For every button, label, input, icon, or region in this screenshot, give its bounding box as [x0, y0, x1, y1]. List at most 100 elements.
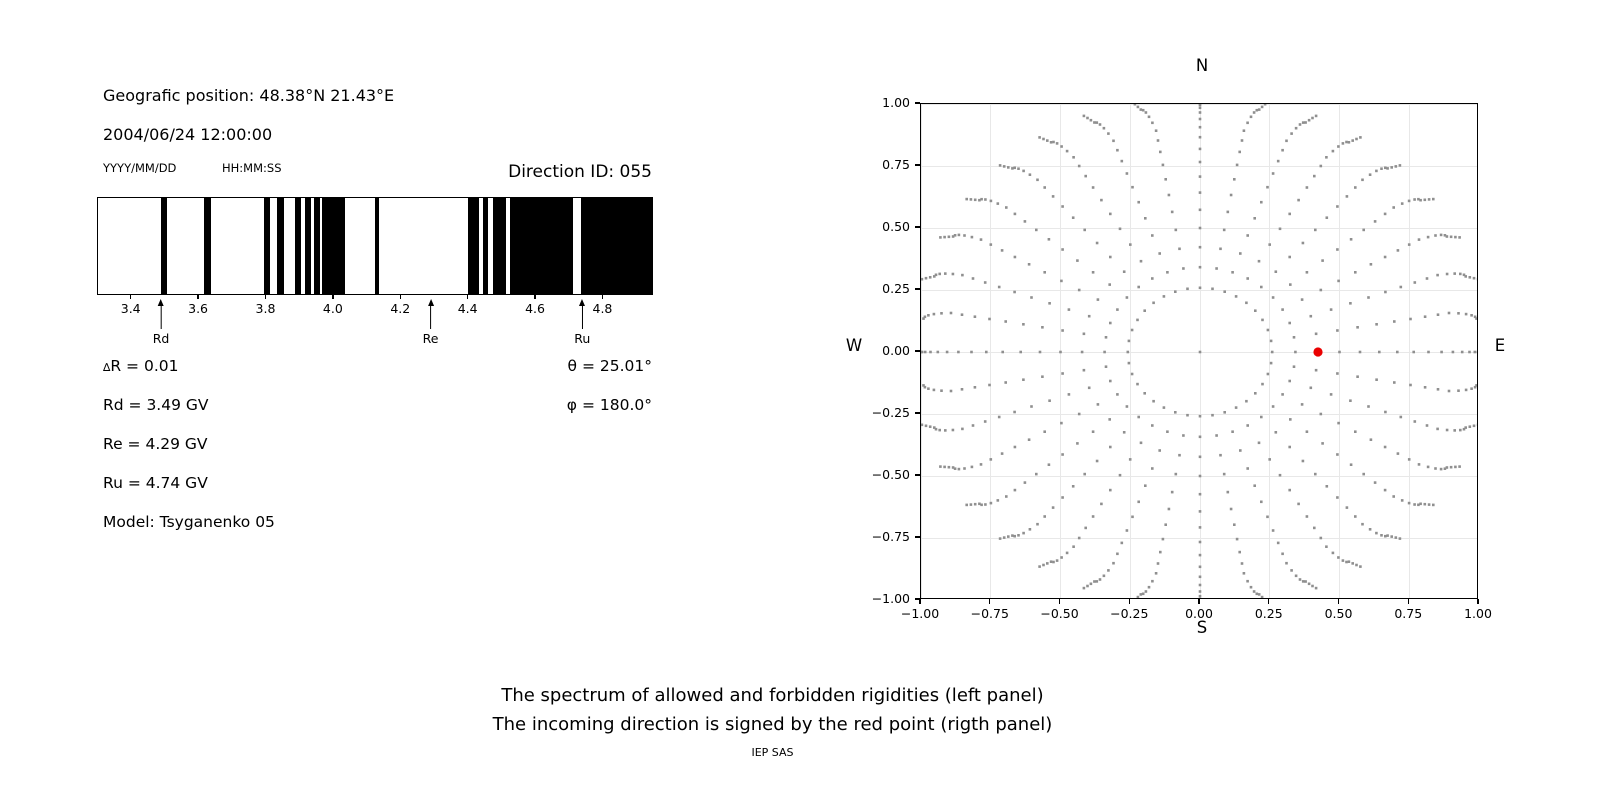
spectrum-x-tick	[534, 295, 536, 299]
model-text: Model: Tsyganenko 05	[103, 513, 275, 531]
grey-direction-dot	[1407, 501, 1411, 505]
grey-direction-dot	[1337, 145, 1340, 148]
y-axis-tick-label: 0.75	[882, 157, 910, 172]
grey-direction-dot	[1125, 405, 1129, 408]
grey-direction-dot	[980, 197, 983, 201]
grey-direction-dot	[979, 238, 983, 241]
grey-direction-dot	[1341, 142, 1345, 145]
grey-direction-dot	[1361, 522, 1364, 526]
grey-direction-dot	[1298, 578, 1302, 581]
grey-direction-dot	[1049, 560, 1053, 563]
grey-direction-dot	[1399, 285, 1403, 289]
grey-direction-dot	[1319, 164, 1323, 168]
grey-direction-dot	[1004, 320, 1007, 323]
x-axis-tick-label: −1.00	[900, 606, 940, 621]
grey-direction-dot	[1065, 149, 1069, 153]
grey-direction-dot	[1166, 430, 1169, 433]
grey-direction-dot	[1288, 321, 1291, 325]
grey-direction-dot	[1356, 375, 1359, 378]
grey-direction-dot	[1261, 382, 1264, 386]
grey-direction-dot	[1038, 565, 1041, 568]
grey-direction-dot	[1233, 178, 1236, 181]
grey-direction-dot	[1083, 472, 1086, 476]
grey-direction-dot	[1447, 389, 1451, 393]
gridline-horizontal	[921, 413, 1477, 415]
grey-direction-dot	[1400, 202, 1404, 205]
grey-direction-dot	[1436, 313, 1440, 316]
grey-direction-dot	[1002, 165, 1006, 168]
grey-direction-dot	[1349, 399, 1352, 402]
grey-direction-dot	[1314, 228, 1317, 232]
direction-map-points	[921, 104, 1477, 598]
y-axis-tick	[915, 474, 920, 476]
x-axis-tick	[1058, 599, 1061, 604]
grey-direction-dot	[1257, 259, 1261, 263]
phi-value-text: φ = 180.0°	[566, 396, 652, 414]
grey-direction-dot	[1178, 247, 1181, 251]
grey-direction-dot	[1263, 104, 1267, 106]
grey-direction-dot	[1288, 445, 1291, 449]
y-axis-tick-label: 0.25	[882, 281, 910, 296]
grey-direction-dot	[1417, 238, 1421, 241]
grey-direction-dot	[965, 503, 968, 507]
grey-direction-dot	[1307, 582, 1311, 586]
grey-direction-dot	[1077, 164, 1081, 168]
grey-direction-dot	[1473, 350, 1477, 354]
grey-direction-dot	[1288, 488, 1291, 492]
grey-direction-dot	[1304, 121, 1307, 124]
spectrum-x-tick	[466, 295, 469, 299]
grey-direction-dot	[1304, 580, 1307, 583]
compass-north-label: N	[1195, 56, 1209, 75]
grey-direction-dot	[1137, 500, 1140, 504]
grey-direction-dot	[1156, 562, 1160, 565]
grey-direction-dot	[1351, 139, 1354, 142]
grey-direction-dot	[1152, 301, 1155, 305]
grey-direction-dot	[1222, 228, 1226, 232]
grey-direction-dot	[1151, 579, 1154, 583]
grey-direction-dot	[1457, 389, 1460, 392]
grey-direction-dot	[1030, 405, 1033, 408]
grey-direction-dot	[1278, 473, 1282, 477]
arrow-stem	[429, 306, 432, 329]
grey-direction-dot	[1349, 302, 1352, 305]
grey-direction-dot	[1007, 166, 1010, 169]
grey-direction-dot	[1423, 315, 1427, 318]
grey-direction-dot	[1170, 490, 1174, 494]
grey-direction-dot	[1158, 252, 1161, 255]
grey-direction-dot	[997, 415, 1001, 419]
grey-direction-dot	[960, 388, 964, 391]
grey-direction-dot	[973, 198, 977, 202]
grey-direction-dot	[1368, 528, 1372, 531]
arrow-up-icon	[427, 299, 434, 306]
grey-direction-dot	[1229, 507, 1233, 511]
datetime-text: 2004/06/24 12:00:00	[103, 125, 273, 144]
grey-direction-dot	[957, 233, 961, 237]
grey-direction-dot	[1384, 166, 1387, 170]
grey-direction-dot	[984, 198, 987, 201]
grey-direction-dot	[1392, 495, 1395, 498]
grey-direction-dot	[973, 502, 977, 506]
grey-direction-dot	[1000, 452, 1004, 455]
grey-direction-dot	[1098, 578, 1102, 581]
grey-direction-dot	[969, 503, 973, 506]
grey-direction-dot	[1103, 350, 1106, 354]
grey-direction-dot	[1459, 272, 1462, 276]
grey-direction-dot	[1144, 484, 1147, 487]
caption-block: The spectrum of allowed and forbidden ri…	[0, 685, 1545, 759]
grey-direction-dot	[1407, 458, 1411, 461]
grey-direction-dot	[1086, 116, 1089, 120]
grey-direction-dot	[1239, 449, 1242, 452]
grey-direction-dot	[1028, 528, 1032, 531]
grey-direction-dot	[963, 234, 966, 237]
grey-direction-dot	[1375, 378, 1378, 381]
grey-direction-dot	[1398, 537, 1402, 540]
grey-direction-dot	[934, 273, 938, 277]
grey-direction-dot	[1313, 526, 1316, 530]
grey-direction-dot	[1445, 272, 1449, 276]
grey-direction-dot	[1043, 515, 1046, 518]
grey-direction-dot	[1358, 350, 1362, 354]
grey-direction-dot	[1041, 375, 1044, 378]
grey-direction-dot	[1125, 529, 1129, 532]
grey-direction-dot	[922, 317, 925, 320]
grey-direction-dot	[996, 202, 1000, 205]
